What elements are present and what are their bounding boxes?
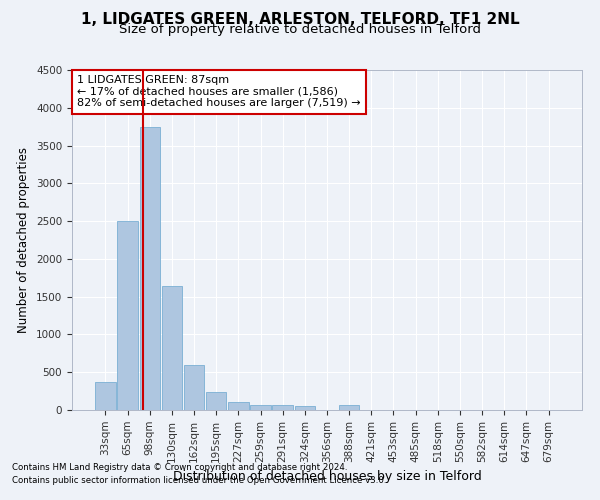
Bar — [206, 392, 226, 410]
Bar — [339, 405, 359, 410]
Bar — [161, 286, 182, 410]
Bar — [272, 406, 293, 410]
Text: Contains HM Land Registry data © Crown copyright and database right 2024.: Contains HM Land Registry data © Crown c… — [12, 464, 347, 472]
Bar — [184, 364, 204, 410]
Text: Contains public sector information licensed under the Open Government Licence v3: Contains public sector information licen… — [12, 476, 386, 485]
X-axis label: Distribution of detached houses by size in Telford: Distribution of detached houses by size … — [173, 470, 481, 483]
Text: Size of property relative to detached houses in Telford: Size of property relative to detached ho… — [119, 22, 481, 36]
Bar — [228, 402, 248, 410]
Bar — [140, 126, 160, 410]
Text: 1 LIDGATES GREEN: 87sqm
← 17% of detached houses are smaller (1,586)
82% of semi: 1 LIDGATES GREEN: 87sqm ← 17% of detache… — [77, 75, 361, 108]
Bar — [118, 221, 138, 410]
Bar — [295, 406, 315, 410]
Text: 1, LIDGATES GREEN, ARLESTON, TELFORD, TF1 2NL: 1, LIDGATES GREEN, ARLESTON, TELFORD, TF… — [80, 12, 520, 28]
Y-axis label: Number of detached properties: Number of detached properties — [17, 147, 31, 333]
Bar — [95, 382, 116, 410]
Bar — [250, 405, 271, 410]
